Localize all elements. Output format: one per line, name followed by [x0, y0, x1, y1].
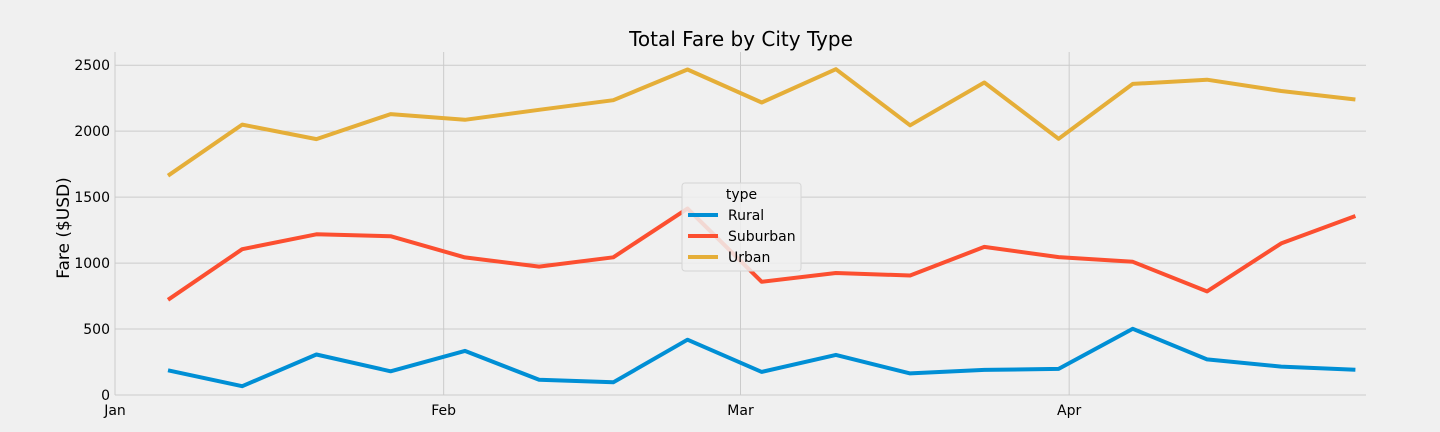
series-lines [166, 67, 1357, 389]
x-tick-label: Feb [431, 403, 456, 419]
y-tick-label: 500 [83, 322, 110, 338]
legend-label-suburban: Suburban [728, 229, 796, 245]
chart-title: Total Fare by City Type [628, 27, 853, 51]
legend-box [681, 182, 802, 272]
series-line-rural [167, 326, 1356, 389]
y-tick-label: 1500 [74, 190, 110, 206]
y-axis-title: Fare ($USD) [54, 177, 74, 279]
y-tick-label: 0 [101, 388, 110, 404]
series-line-suburban [166, 206, 1357, 302]
y-tick-label: 1000 [74, 256, 110, 272]
y-tick-labels: 0 500 1000 1500 2000 2500 [74, 58, 110, 404]
x-tick-label: Apr [1057, 403, 1081, 419]
x-tick-label: Jan [103, 403, 126, 419]
y-tick-label: 2000 [74, 124, 110, 140]
legend-title: type [726, 187, 757, 203]
legend-label-urban: Urban [728, 250, 770, 266]
x-tick-labels: Jan Feb Mar Apr [103, 403, 1081, 419]
legend: type Rural Suburban Urban [681, 182, 802, 272]
y-tick-label: 2500 [74, 58, 110, 74]
x-tick-label: Mar [727, 403, 754, 419]
series-line-urban [166, 67, 1356, 178]
legend-label-rural: Rural [728, 208, 764, 224]
